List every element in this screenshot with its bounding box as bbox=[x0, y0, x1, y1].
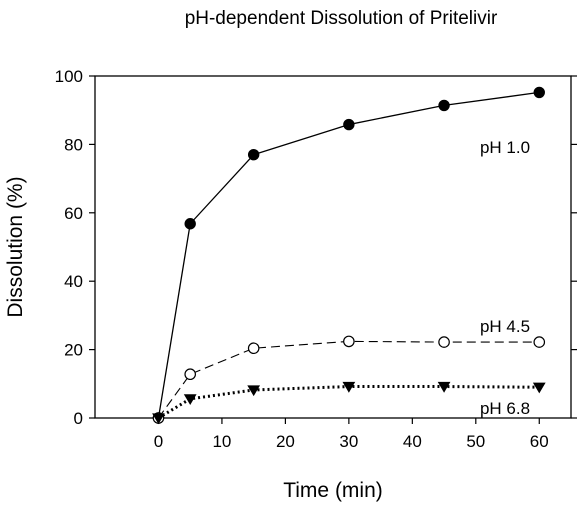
data-point bbox=[438, 99, 450, 112]
series-line bbox=[158, 340, 540, 419]
x-tick-label: 40 bbox=[403, 432, 422, 451]
data-point bbox=[247, 385, 261, 397]
data-point bbox=[184, 368, 196, 381]
y-tick-label: 60 bbox=[64, 204, 83, 223]
data-point bbox=[532, 382, 546, 394]
y-tick-label: 0 bbox=[74, 409, 83, 428]
series-ph-1-0: pH 1.0 bbox=[152, 86, 545, 424]
data-point bbox=[343, 335, 355, 348]
data-point bbox=[437, 381, 451, 393]
data-point bbox=[247, 342, 260, 355]
data-point bbox=[184, 218, 196, 230]
series-ph-4-5: pH 4.5 bbox=[152, 317, 546, 424]
series-label: pH 4.5 bbox=[480, 317, 530, 336]
data-point bbox=[533, 336, 546, 348]
axis-ticks: 0 10 20 30 40 50 60 0 20 40 60 80 100 bbox=[55, 67, 577, 451]
y-tick-label: 40 bbox=[64, 272, 83, 291]
data-point bbox=[247, 148, 260, 161]
data-point bbox=[533, 86, 545, 99]
data-point bbox=[342, 381, 356, 393]
x-tick-label: 20 bbox=[276, 432, 295, 451]
y-tick-label: 80 bbox=[64, 135, 83, 154]
data-point bbox=[152, 413, 165, 425]
y-tick-label: 100 bbox=[55, 67, 83, 86]
y-tick-label: 20 bbox=[64, 341, 83, 360]
x-tick-label: 50 bbox=[466, 432, 485, 451]
data-point bbox=[183, 394, 197, 406]
series-label: pH 1.0 bbox=[480, 138, 530, 157]
series-layer: pH 1.0 pH 4.5 pH 6.8 bbox=[152, 86, 546, 425]
data-point bbox=[343, 118, 355, 131]
series-line bbox=[157, 91, 540, 419]
x-axis-label: Time (min) bbox=[283, 479, 383, 502]
x-tick-label: 60 bbox=[530, 432, 549, 451]
x-tick-label: 30 bbox=[339, 432, 358, 451]
series-line bbox=[157, 385, 540, 420]
data-point bbox=[438, 336, 450, 348]
series-label: pH 6.8 bbox=[480, 399, 530, 418]
y-axis-label: Dissolution (%) bbox=[4, 176, 27, 317]
chart-title: pH-dependent Dissolution of Pritelivir bbox=[185, 8, 498, 29]
plot-frame bbox=[94, 75, 572, 419]
x-tick-label: 10 bbox=[212, 432, 231, 451]
series-ph-6-8: pH 6.8 bbox=[152, 381, 546, 425]
x-tick-label: 0 bbox=[154, 432, 163, 451]
